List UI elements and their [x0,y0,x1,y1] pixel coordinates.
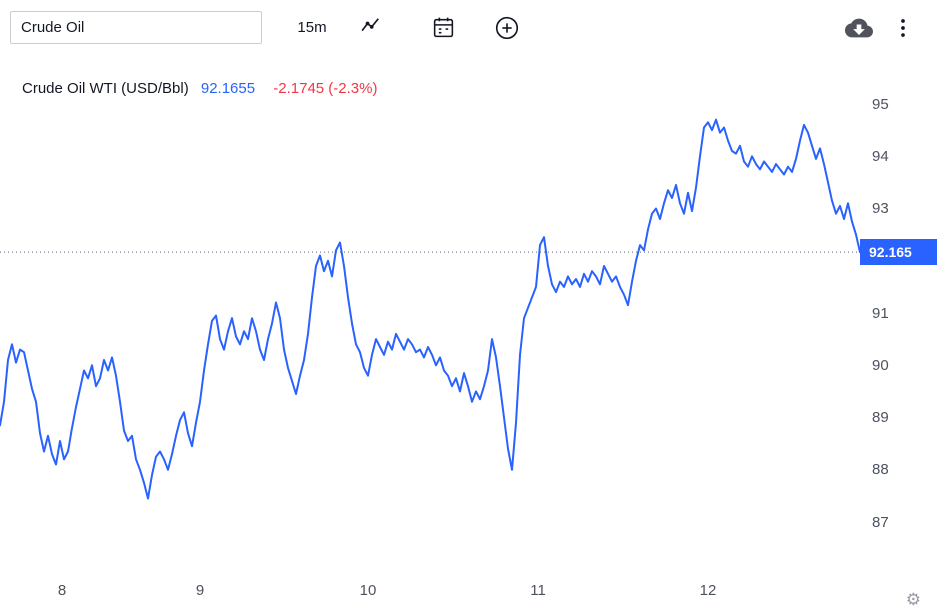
price-axis-label: 93 [872,200,889,217]
chart-style-button[interactable] [352,11,390,44]
calendar-icon [433,17,453,38]
price-axis-label: 89 [872,409,889,426]
time-axis[interactable]: 8 9 10 11 12 [0,582,862,606]
price-axis-label: 91 [872,305,889,322]
more-menu-button[interactable] [886,11,920,44]
toolbar: 15m [0,0,937,56]
price-series-line [0,118,861,500]
cloud-download-icon [845,18,873,37]
price-axis[interactable]: 95 94 93 91 90 89 88 87 [862,0,937,616]
price-axis-label: 87 [872,514,889,531]
download-button[interactable] [840,11,878,44]
settings-button[interactable]: ⚙ [904,589,923,610]
kebab-menu-icon [901,18,905,37]
price-change-value: -2.1745 (-2.3%) [273,80,378,97]
gear-icon: ⚙ [905,590,921,609]
time-axis-label: 11 [530,582,546,599]
price-axis-label: 88 [872,461,889,478]
price-axis-label: 94 [872,148,889,165]
current-price-badge: 92.165 [860,239,937,265]
chart-legend: Crude Oil WTI (USD/Bbl) 92.1655 -2.1745 … [22,80,377,97]
plus-circle-icon [495,16,519,39]
time-axis-label: 8 [57,582,67,599]
time-axis-label: 9 [195,582,205,599]
calendar-button[interactable] [424,11,462,44]
price-axis-label: 90 [872,357,889,374]
last-price-value: 92.1655 [200,80,256,97]
interval-button[interactable]: 15m [290,11,334,44]
symbol-title: Crude Oil WTI (USD/Bbl) [22,80,189,97]
price-axis-label: 95 [872,96,889,113]
time-axis-label: 10 [359,582,377,599]
time-axis-label: 12 [699,582,717,599]
add-button[interactable] [488,11,526,44]
symbol-search-input[interactable] [10,11,262,44]
line-chart-icon [360,18,379,32]
